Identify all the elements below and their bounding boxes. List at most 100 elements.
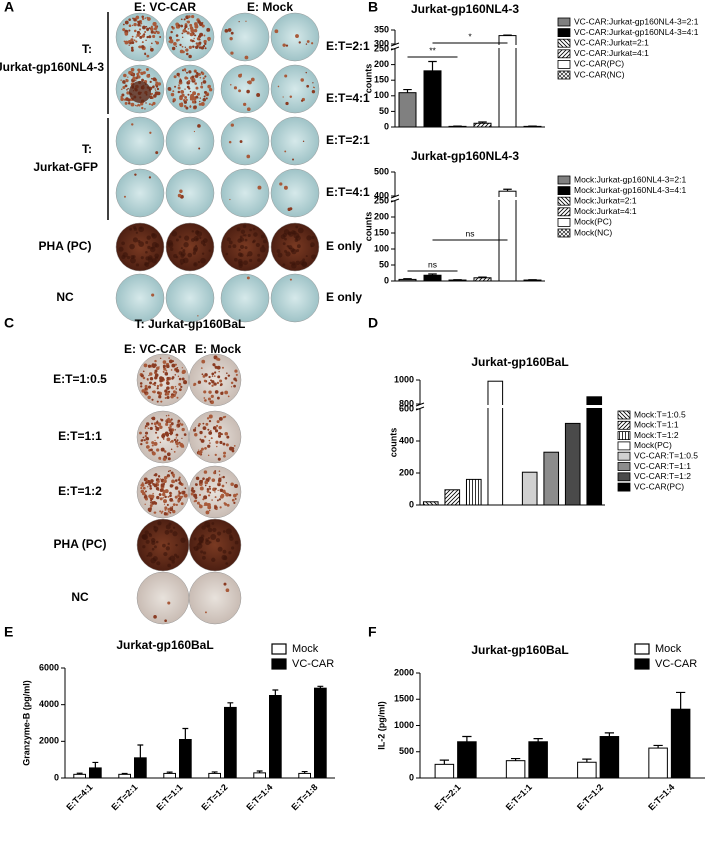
spot xyxy=(148,35,152,39)
spot xyxy=(189,26,194,30)
spot xyxy=(180,537,186,543)
spot xyxy=(150,30,154,34)
spot xyxy=(180,423,183,426)
spot xyxy=(149,372,153,376)
x-tick-label: E:T=2:1 xyxy=(432,782,462,812)
spot xyxy=(234,540,239,545)
spot xyxy=(206,502,211,507)
spot xyxy=(173,42,177,46)
spot xyxy=(207,397,212,401)
spot xyxy=(217,489,219,492)
spot xyxy=(179,96,183,101)
spot xyxy=(164,619,167,623)
spot xyxy=(230,84,232,86)
spot xyxy=(211,557,216,562)
spot xyxy=(298,41,301,44)
spot xyxy=(124,101,128,105)
spot xyxy=(260,234,265,239)
spot xyxy=(203,390,207,394)
spot xyxy=(282,242,286,246)
spot xyxy=(300,99,304,102)
spot xyxy=(124,32,129,36)
spot xyxy=(195,86,199,90)
spot xyxy=(185,98,188,102)
spot xyxy=(199,76,202,79)
spot xyxy=(282,263,286,267)
spot xyxy=(205,510,210,515)
spot xyxy=(130,257,136,264)
spot xyxy=(145,441,149,445)
spot xyxy=(216,445,218,448)
spot xyxy=(191,75,195,79)
spot xyxy=(167,414,170,417)
spot xyxy=(249,228,252,232)
spot xyxy=(120,79,122,81)
bar xyxy=(269,695,282,779)
spot xyxy=(132,255,136,259)
spot xyxy=(118,246,124,252)
spot xyxy=(194,433,198,437)
bar xyxy=(298,772,311,779)
spot xyxy=(238,248,241,252)
spot xyxy=(176,72,180,77)
well xyxy=(270,168,320,218)
spot xyxy=(153,545,157,549)
spot xyxy=(194,74,199,78)
spot xyxy=(214,453,217,457)
spot xyxy=(137,75,141,79)
spot xyxy=(127,87,129,90)
spot xyxy=(140,69,142,71)
spot xyxy=(156,448,160,452)
spot xyxy=(206,488,210,491)
spot xyxy=(242,234,245,237)
bar xyxy=(564,422,581,506)
panel-label: E xyxy=(4,624,13,640)
spot xyxy=(138,71,141,74)
bar xyxy=(599,736,620,779)
spot xyxy=(160,483,165,488)
spot xyxy=(159,357,162,360)
spot xyxy=(151,501,155,505)
spot xyxy=(208,85,210,88)
spot xyxy=(149,377,154,381)
spot xyxy=(185,48,189,52)
spot xyxy=(214,496,217,499)
spot xyxy=(169,555,176,562)
spot xyxy=(228,493,232,497)
spot xyxy=(194,82,197,85)
spot xyxy=(192,489,196,493)
target-label: T: xyxy=(82,42,92,56)
spot xyxy=(124,40,129,45)
legend-swatch xyxy=(557,207,571,217)
spot xyxy=(196,42,199,45)
spot xyxy=(141,45,145,49)
spot xyxy=(206,489,210,493)
spot xyxy=(142,25,146,30)
row-label: E:T=1:2 xyxy=(58,484,102,498)
spot xyxy=(223,556,228,561)
error-bar xyxy=(462,735,472,742)
spot xyxy=(123,73,127,78)
y-tick-label: 2000 xyxy=(394,667,414,677)
spot xyxy=(146,423,150,426)
spot xyxy=(311,254,316,260)
spot xyxy=(231,449,235,453)
spot xyxy=(171,473,175,477)
spot xyxy=(155,89,157,92)
bar xyxy=(134,757,147,779)
spot xyxy=(199,449,203,453)
spot xyxy=(122,28,126,32)
error-bar xyxy=(227,702,234,708)
spot xyxy=(238,89,242,93)
spot xyxy=(147,395,151,400)
spot xyxy=(140,25,142,27)
well xyxy=(270,64,320,114)
spot xyxy=(146,235,151,240)
legend-label: VC-CAR(NC) xyxy=(574,69,625,79)
spot xyxy=(169,423,172,427)
legend-swatch xyxy=(557,217,571,227)
y-tick-label: 50 xyxy=(379,259,389,269)
spot xyxy=(146,54,150,58)
spot xyxy=(228,240,233,245)
spot xyxy=(126,91,130,95)
